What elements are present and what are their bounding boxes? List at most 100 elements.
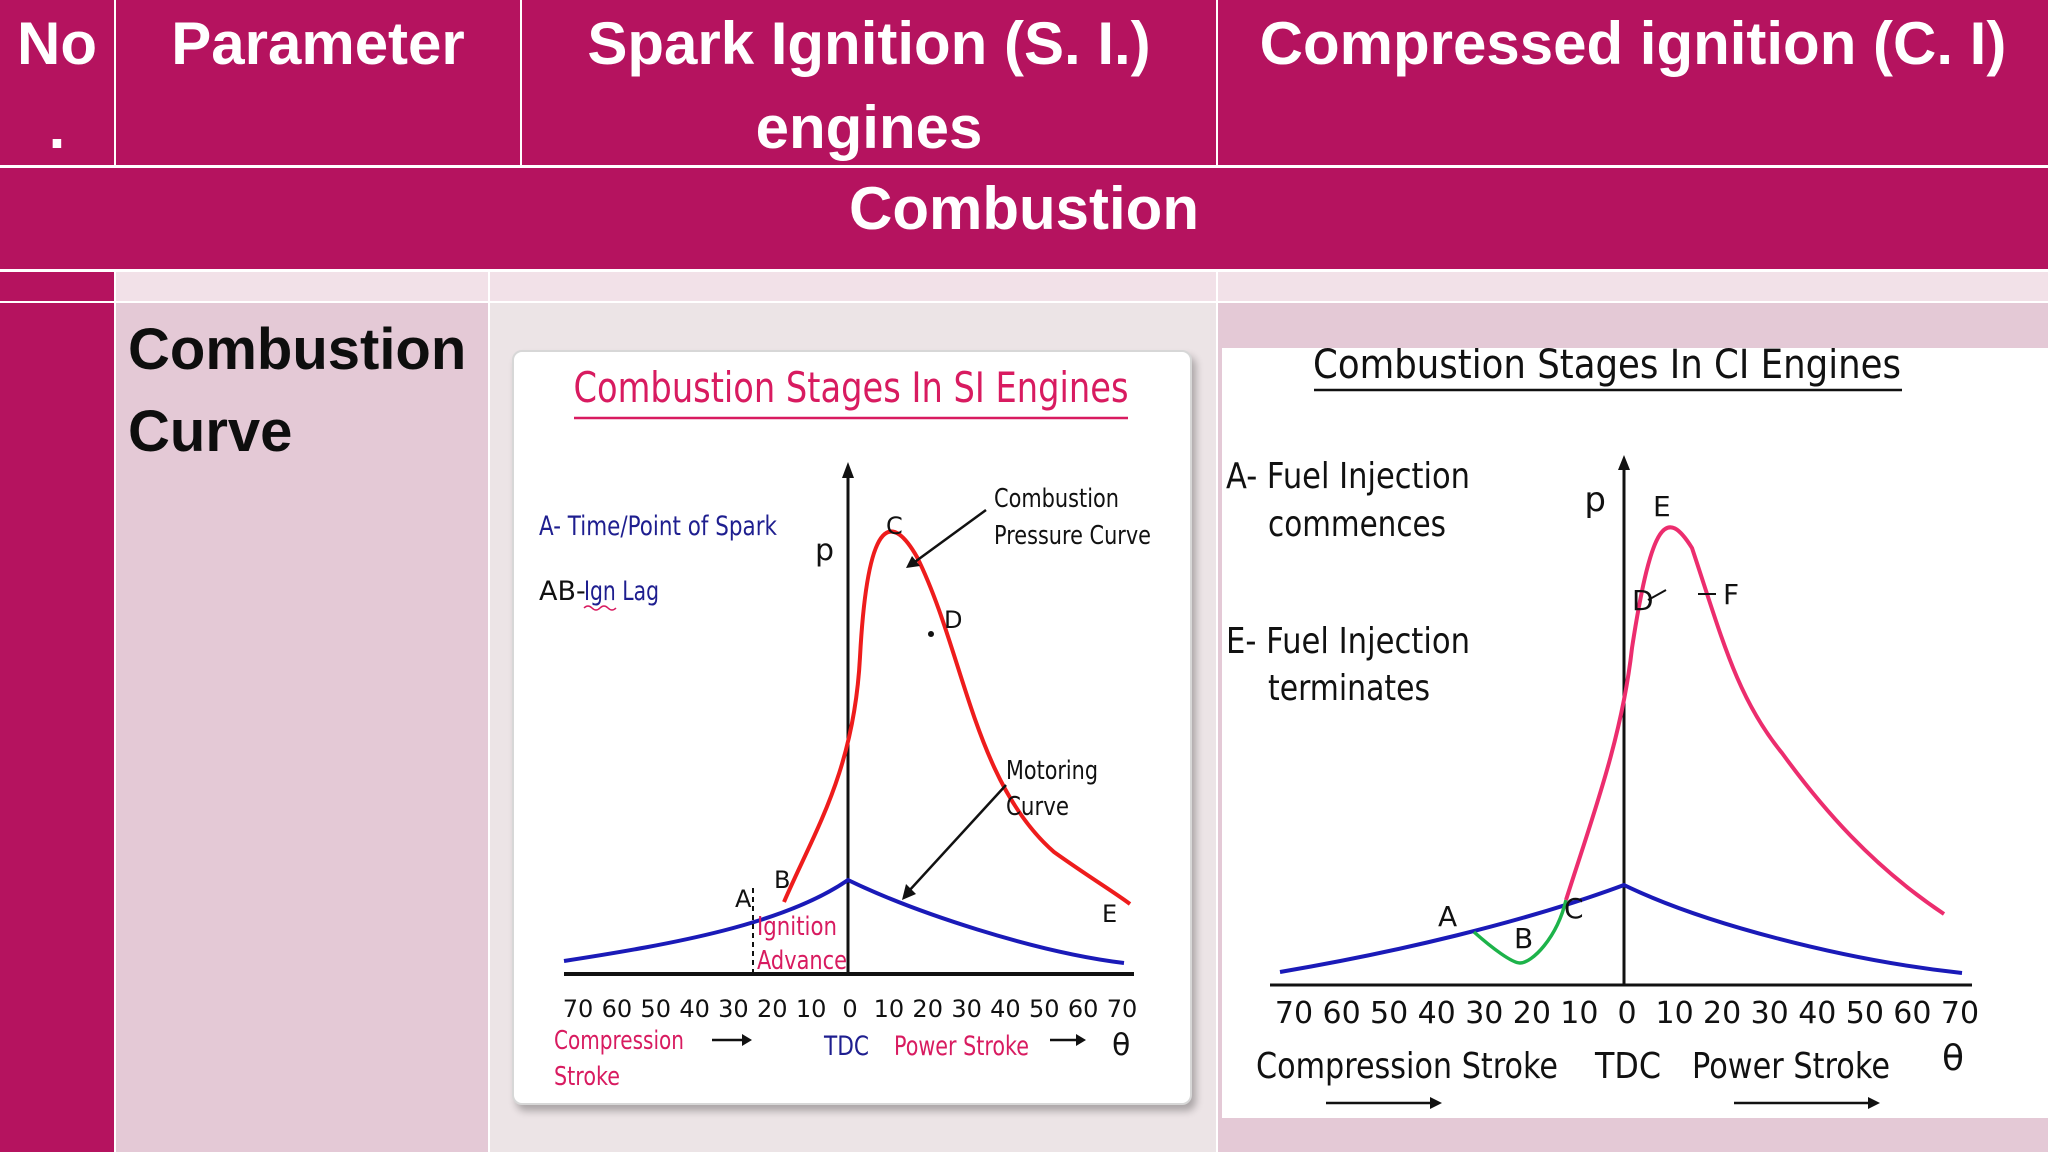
- si-power-stroke-label: Power Stroke: [894, 1031, 1029, 1062]
- si-ignition-label-2: Advance: [757, 946, 847, 976]
- header-ci-cell: Compressed ignition (C. I): [1218, 0, 2048, 165]
- si-legend-a: A- Time/Point of Spark: [539, 511, 777, 542]
- si-point-b: B: [774, 866, 790, 894]
- ci-tick-label: 0: [1617, 996, 1636, 1031]
- ci-y-arrow: [1618, 455, 1630, 470]
- si-tick-label: 50: [640, 995, 671, 1023]
- si-point-c: C: [886, 512, 903, 540]
- header-no-line1: No: [17, 10, 97, 77]
- ci-a-line2: commences: [1268, 504, 1446, 545]
- si-tick-label: 20: [757, 995, 788, 1023]
- si-motoring-label-2: Curve: [1006, 792, 1069, 822]
- ci-delay-curve: [1472, 899, 1568, 965]
- si-compression-label-2: Stroke: [554, 1062, 620, 1092]
- si-legend-ab-text: Ign Lag: [584, 576, 659, 607]
- ci-tick-labels: 70 60 50 40 30 20 10 0 10 20 30 40 50 60 70: [1275, 996, 1979, 1031]
- header-no-line2: .: [48, 94, 66, 161]
- ci-combustion-curve: [1564, 525, 1946, 916]
- si-ignition-label-1: Ignition: [757, 912, 837, 942]
- header-si-line1: Spark Ignition (S. I.): [587, 10, 1151, 77]
- ci-e-line2: terminates: [1268, 668, 1430, 709]
- si-tick-label: 70: [1107, 995, 1138, 1023]
- ci-point-e: E: [1653, 490, 1671, 523]
- ci-power-arrow-head: [1868, 1097, 1880, 1109]
- empty-row-si: [490, 272, 1216, 301]
- ci-tick-label: 50: [1846, 996, 1884, 1031]
- header-no-cell: No .: [0, 0, 114, 165]
- section-title: Combustion: [849, 175, 1199, 242]
- ci-tick-label: 40: [1798, 996, 1836, 1031]
- si-tick-label: 40: [990, 995, 1021, 1023]
- si-theta-label: θ: [1112, 1028, 1130, 1063]
- si-tick-label: 70: [563, 995, 594, 1023]
- si-tick-label: 10: [796, 995, 827, 1023]
- si-combustion-arrow-head: [906, 556, 920, 568]
- ci-tick-label: 10: [1656, 996, 1694, 1031]
- si-combustion-curve: [782, 529, 1132, 906]
- si-tick-label: 60: [602, 995, 633, 1023]
- header-parameter-cell: Parameter: [116, 0, 520, 165]
- ci-point-d: D: [1632, 584, 1654, 617]
- si-tick-labels: 70 60 50 40 30 20 10 0 10 20 30 40 50 60 70: [563, 995, 1138, 1023]
- si-point-d: D: [944, 606, 962, 634]
- ci-tick-label: 60: [1893, 996, 1931, 1031]
- ci-p-label: p: [1584, 480, 1606, 520]
- ci-tick-label: 60: [1323, 996, 1361, 1031]
- si-tick-label: 30: [951, 995, 982, 1023]
- si-figure: Combustion Stages In SI Engines A- Time/…: [512, 350, 1192, 1105]
- ci-tick-label: 40: [1418, 996, 1456, 1031]
- ci-a-line1: A- Fuel Injection: [1226, 456, 1470, 497]
- si-combustion-label-1: Combustion: [994, 484, 1119, 514]
- parameter-line1: Combustion: [128, 317, 467, 382]
- si-p-label: p: [815, 533, 834, 568]
- si-combustion-label-2: Pressure Curve: [994, 521, 1151, 551]
- si-tick-label: 30: [718, 995, 749, 1023]
- si-spellcheck-squiggle: [583, 605, 617, 611]
- ci-point-b: B: [1514, 922, 1533, 955]
- ci-point-a: A: [1438, 900, 1457, 933]
- header-parameter: Parameter: [171, 10, 465, 77]
- si-point-a: A: [735, 885, 752, 913]
- si-legend-ab-prefix: AB-: [539, 576, 586, 607]
- empty-row-param: [116, 272, 488, 301]
- si-motoring-arrow-line: [907, 784, 1007, 893]
- header-si-cell: Spark Ignition (S. I.) engines: [522, 0, 1216, 165]
- si-point-d-marker: [928, 631, 934, 637]
- si-power-arrow-head: [1076, 1034, 1086, 1046]
- si-tdc-label: TDC: [823, 1031, 869, 1062]
- content-row-param: Combustion Curve: [116, 303, 488, 1152]
- ci-theta-label: θ: [1942, 1038, 1964, 1079]
- si-tick-label: 0: [842, 995, 857, 1023]
- section-title-cell: Combustion: [0, 168, 2048, 269]
- si-y-arrow: [842, 462, 854, 478]
- ci-tick-label: 30: [1751, 996, 1789, 1031]
- ci-point-f: F: [1723, 578, 1739, 611]
- ci-title: Combustion Stages In CI Engines: [1313, 348, 1901, 388]
- si-point-e: E: [1102, 900, 1117, 928]
- ci-compression-arrow-head: [1430, 1097, 1442, 1109]
- si-tick-label: 60: [1068, 995, 1099, 1023]
- content-row-no: [0, 303, 114, 1152]
- ci-tick-label: 70: [1275, 996, 1313, 1031]
- ci-motoring-curve: [1279, 882, 1963, 975]
- empty-row-no: [0, 272, 114, 301]
- header-si-line2: engines: [755, 94, 983, 161]
- ci-point-c: C: [1564, 892, 1584, 925]
- ci-point-d-tick: [1647, 589, 1667, 601]
- ci-power-stroke-label: Power Stroke: [1692, 1046, 1890, 1087]
- ci-figure: Combustion Stages In CI Engines A- Fuel …: [1222, 342, 2048, 1118]
- si-compression-arrow-head: [742, 1034, 752, 1046]
- si-tick-label: 50: [1029, 995, 1060, 1023]
- header-ci: Compressed ignition (C. I): [1259, 10, 2007, 77]
- si-motoring-label-1: Motoring: [1006, 756, 1098, 786]
- si-motoring-curve: [563, 877, 1125, 965]
- ci-tick-label: 20: [1703, 996, 1741, 1031]
- parameter-line2: Curve: [128, 399, 293, 464]
- ci-tick-label: 50: [1370, 996, 1408, 1031]
- ci-diagram-svg: Combustion Stages In CI Engines A- Fuel …: [1226, 342, 1979, 1109]
- si-combustion-arrow-line: [911, 508, 987, 566]
- si-tick-label: 10: [874, 995, 905, 1023]
- empty-row-ci: [1218, 272, 2048, 301]
- ci-e-line1: E- Fuel Injection: [1226, 621, 1470, 662]
- si-tick-label: 20: [912, 995, 943, 1023]
